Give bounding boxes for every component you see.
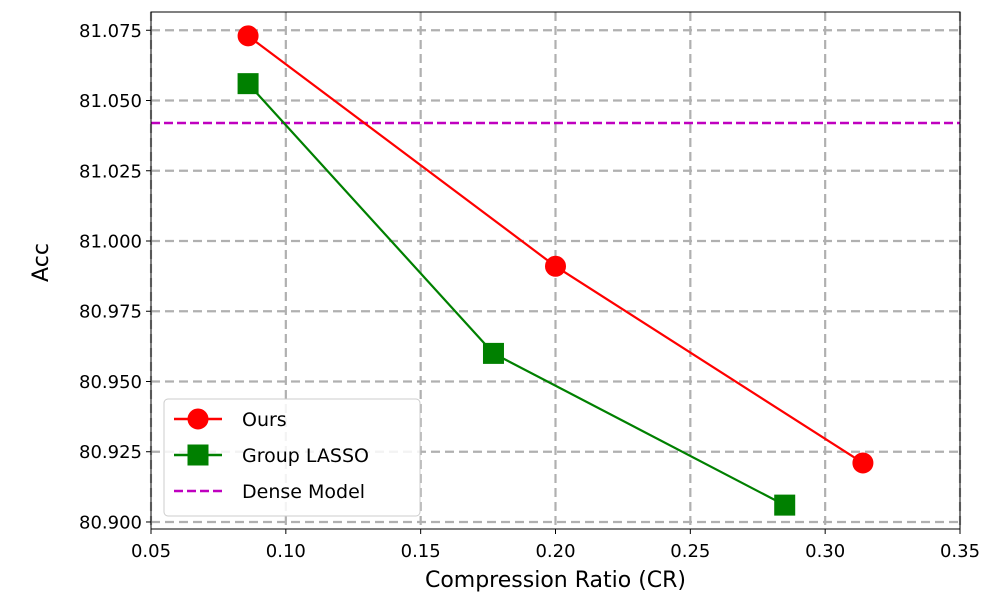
y-tick-label: 80.900 (79, 512, 142, 533)
y-tick-label: 80.975 (79, 302, 142, 323)
y-tick-label: 81.075 (79, 21, 142, 42)
y-axis-label: Acc (29, 243, 54, 282)
x-tick-label: 0.30 (805, 541, 845, 562)
y-tick-label: 81.000 (79, 231, 142, 252)
legend-dense-model-label: Dense Model (242, 481, 365, 503)
x-ticks: 0.05 0.10 0.15 0.20 0.25 0.30 0.35 (131, 529, 980, 562)
y-tick-label: 81.025 (79, 161, 142, 182)
group-lasso-point (482, 342, 504, 364)
x-tick-label: 0.25 (670, 541, 710, 562)
series-layer (237, 25, 874, 516)
legend-group-lasso-label: Group LASSO (242, 445, 369, 467)
ours-point (852, 452, 874, 474)
legend-group-lasso-marker (187, 444, 209, 466)
y-tick-label: 80.925 (79, 442, 142, 463)
y-tick-label: 80.950 (79, 372, 142, 393)
x-tick-label: 0.35 (940, 541, 980, 562)
x-tick-label: 0.15 (401, 541, 441, 562)
x-tick-label: 0.10 (266, 541, 306, 562)
group-lasso-point (774, 494, 796, 516)
x-tick-label: 0.20 (535, 541, 575, 562)
legend-ours-label: Ours (242, 409, 287, 431)
group-lasso-point (237, 73, 259, 95)
legend-box (163, 398, 421, 517)
y-tick-label: 81.050 (79, 91, 142, 112)
legend-ours-marker (187, 408, 209, 430)
x-axis-label: Compression Ratio (CR) (425, 568, 686, 593)
x-tick-label: 0.05 (131, 541, 171, 562)
ours-point (237, 25, 259, 47)
y-ticks: 80.900 80.925 80.950 80.975 81.000 81.025 81.0… (79, 21, 151, 533)
legend: Ours Group LASSO Dense Model (163, 398, 421, 517)
ours-point (545, 255, 566, 277)
